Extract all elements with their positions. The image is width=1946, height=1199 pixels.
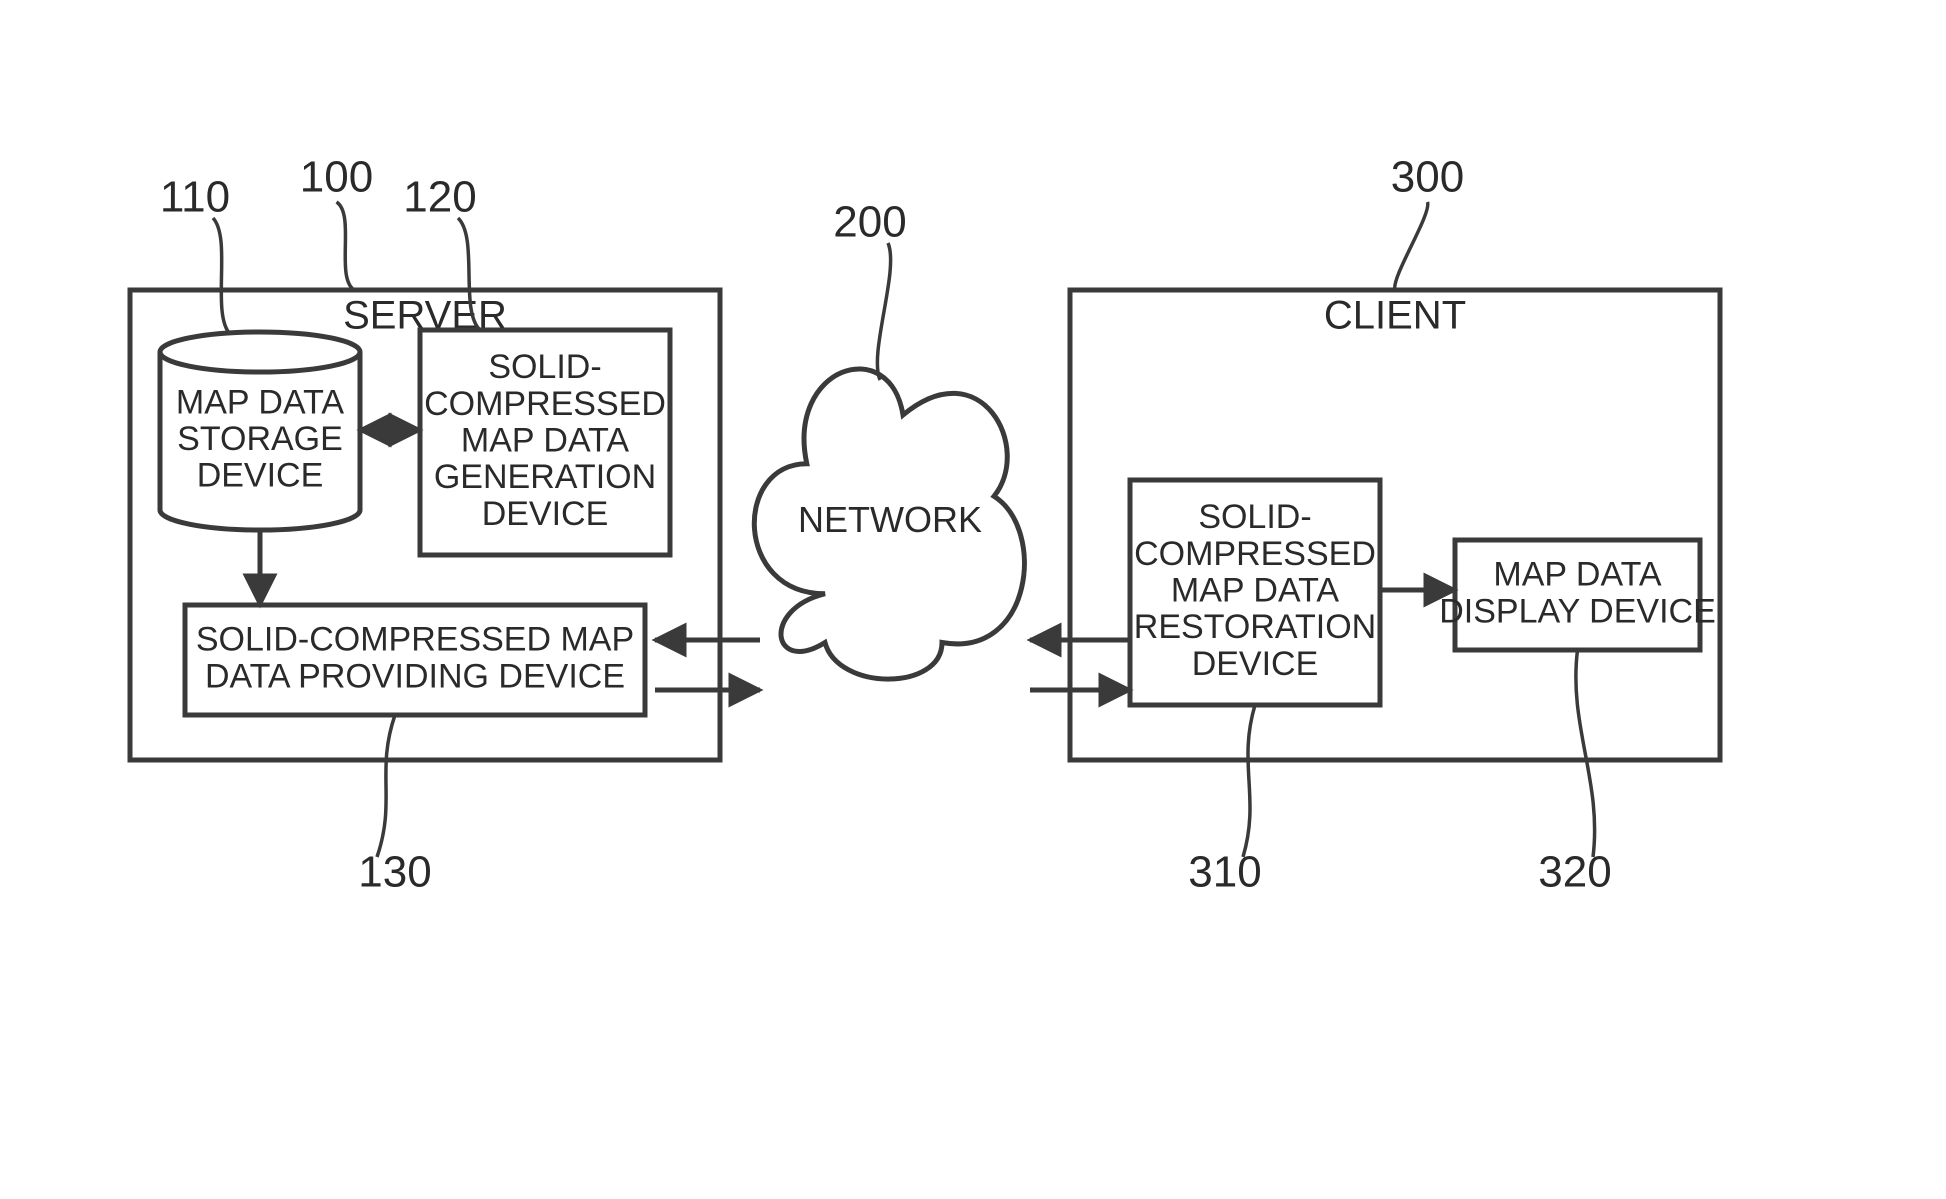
svg-text:MAP DATA: MAP DATA — [1171, 571, 1339, 609]
network-node: NETWORK — [754, 369, 1024, 679]
ref-120: 120 — [403, 173, 476, 222]
svg-text:SOLID-COMPRESSED MAP: SOLID-COMPRESSED MAP — [196, 621, 634, 659]
svg-text:RESTORATION: RESTORATION — [1134, 608, 1376, 646]
ref-300: 300 — [1391, 153, 1464, 202]
ref-320: 320 — [1538, 848, 1611, 897]
system-diagram: SERVER100CLIENT300MAP DATASTORAGEDEVICES… — [0, 0, 1946, 1199]
ref-310: 310 — [1188, 848, 1261, 897]
svg-text:COMPRESSED: COMPRESSED — [424, 385, 666, 423]
svg-text:MAP DATA: MAP DATA — [461, 421, 629, 459]
ref-130: 130 — [358, 848, 431, 897]
restoration-node: SOLID-COMPRESSEDMAP DATARESTORATIONDEVIC… — [1130, 480, 1380, 705]
svg-text:GENERATION: GENERATION — [434, 458, 656, 496]
ref-200: 200 — [833, 198, 906, 247]
svg-text:SOLID-: SOLID- — [1198, 498, 1311, 536]
svg-text:COMPRESSED: COMPRESSED — [1134, 535, 1376, 573]
generation-node: SOLID-COMPRESSEDMAP DATAGENERATIONDEVICE — [420, 330, 670, 555]
svg-text:DEVICE: DEVICE — [197, 457, 324, 495]
svg-text:DISPLAY DEVICE: DISPLAY DEVICE — [1439, 592, 1716, 630]
svg-text:MAP DATA: MAP DATA — [1493, 556, 1661, 594]
ref-110: 110 — [160, 173, 230, 222]
svg-text:DATA PROVIDING DEVICE: DATA PROVIDING DEVICE — [205, 657, 625, 695]
storage-node: MAP DATASTORAGEDEVICE — [160, 332, 360, 530]
svg-text:STORAGE: STORAGE — [177, 420, 343, 458]
svg-text:CLIENT: CLIENT — [1324, 294, 1466, 338]
svg-text:DEVICE: DEVICE — [482, 495, 609, 533]
svg-text:MAP DATA: MAP DATA — [176, 383, 344, 421]
svg-text:SOLID-: SOLID- — [488, 348, 601, 386]
svg-text:DEVICE: DEVICE — [1192, 645, 1319, 683]
client-group — [1070, 290, 1720, 760]
svg-text:NETWORK: NETWORK — [798, 499, 982, 540]
display-node: MAP DATADISPLAY DEVICE — [1439, 540, 1716, 650]
providing-node: SOLID-COMPRESSED MAPDATA PROVIDING DEVIC… — [185, 605, 645, 715]
ref-100: 100 — [300, 153, 373, 202]
